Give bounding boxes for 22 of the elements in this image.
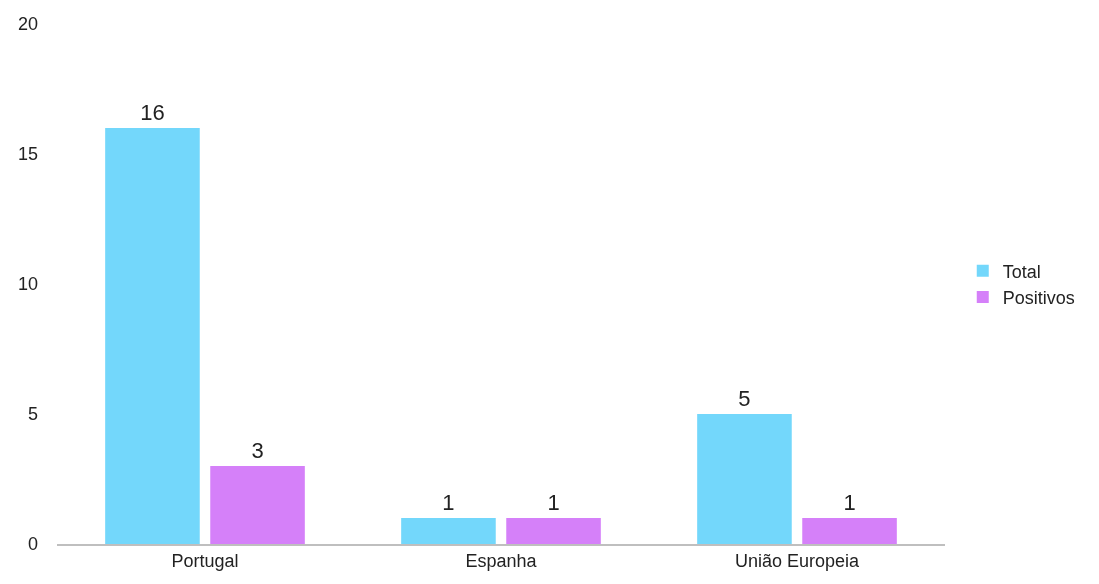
x-tick-label: Portugal <box>171 551 239 572</box>
data-label: 16 <box>140 100 165 125</box>
bar <box>697 414 792 544</box>
bar <box>802 518 897 544</box>
y-tick-label: 5 <box>27 404 38 425</box>
x-tick-label: União Europeia <box>734 551 861 572</box>
y-tick-label: 0 <box>27 534 38 555</box>
legend-label: Positivos <box>1002 288 1075 309</box>
x-tick-label: Espanha <box>465 551 538 572</box>
data-label: 1 <box>442 490 455 515</box>
y-tick-label: 10 <box>17 274 38 295</box>
data-label: 1 <box>547 490 560 515</box>
bar <box>401 518 496 544</box>
data-label: 1 <box>843 490 856 515</box>
bar <box>210 466 305 544</box>
legend-label: Total <box>1002 261 1041 282</box>
data-label: 3 <box>251 438 264 463</box>
bar <box>506 518 601 544</box>
y-tick-label: 20 <box>17 14 38 35</box>
bar <box>105 128 200 544</box>
y-tick-label: 15 <box>17 144 38 165</box>
data-label: 5 <box>738 386 751 411</box>
